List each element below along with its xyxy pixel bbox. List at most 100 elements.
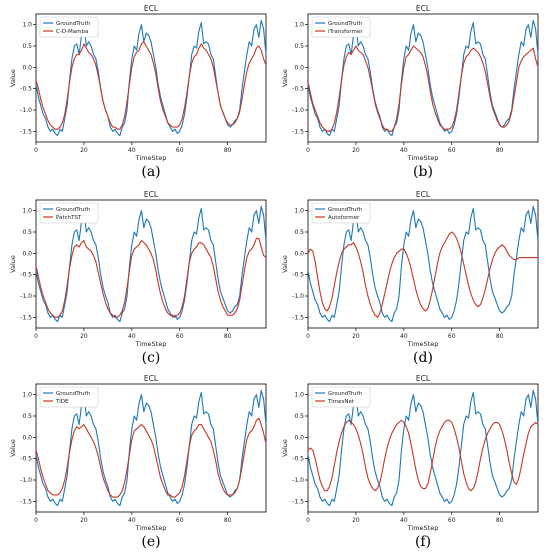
- series-line-groundtruth: [35, 205, 267, 323]
- series-line-prediction: [307, 419, 539, 492]
- legend-label: GroundTruth: [328, 207, 363, 213]
- legend-label: iTransformer: [328, 29, 363, 35]
- line-chart: ECL 0 20 40 60 80 1.0 0.5 0.0 -0.5 -1.0 -1.5 TimeSte…: [9, 374, 267, 532]
- legend: GroundTruth C-D-Mamba: [39, 16, 99, 38]
- chart-panel: ECL 0 20 40 60 80 1.0 0.5 0.0 -0.5 -1.0 -1.5 TimeSte…: [280, 2, 545, 180]
- y-tick-label: -1.5: [292, 128, 304, 135]
- y-tick-label: 1.0: [294, 208, 304, 215]
- y-tick-label: -0.5: [20, 86, 32, 93]
- y-axis-label: Value: [9, 439, 17, 457]
- legend-label: PatchTST: [56, 215, 82, 221]
- legend: GroundTruth PatchTST: [39, 202, 99, 224]
- y-tick-label: -0.5: [292, 456, 304, 463]
- x-tick-label: 0: [34, 333, 38, 340]
- y-axis-label: Value: [281, 439, 289, 457]
- x-axis-label: TimeStep: [407, 524, 439, 532]
- legend-label: TiDE: [55, 399, 69, 405]
- x-tick-label: 20: [80, 147, 88, 154]
- y-tick-label: -1.0: [292, 107, 304, 114]
- legend-label: GroundTruth: [56, 21, 91, 27]
- x-tick-label: 0: [34, 147, 38, 154]
- x-axis-label: TimeStep: [407, 340, 439, 348]
- subfigure-caption: (a): [141, 164, 161, 180]
- y-tick-label: 1.0: [294, 22, 304, 29]
- legend: GroundTruth TiDE: [39, 386, 99, 408]
- legend-box: [311, 386, 371, 408]
- y-tick-label: -1.5: [20, 314, 32, 321]
- y-tick-label: -1.0: [20, 107, 32, 114]
- legend: GroundTruth Autoformer: [311, 202, 371, 224]
- legend-box: [39, 16, 99, 38]
- chart-title: ECL: [144, 190, 159, 199]
- y-tick-label: 1.0: [22, 208, 32, 215]
- y-tick-label: -1.5: [20, 498, 32, 505]
- x-tick-label: 20: [80, 517, 88, 524]
- x-tick-label: 0: [34, 517, 38, 524]
- x-tick-label: 80: [224, 517, 232, 524]
- y-tick-label: -0.5: [20, 456, 32, 463]
- y-axis-label: Value: [9, 69, 17, 87]
- y-tick-label: -0.5: [292, 272, 304, 279]
- x-tick-label: 0: [306, 147, 310, 154]
- y-tick-label: 0.0: [294, 250, 304, 257]
- line-chart: ECL 0 20 40 60 80 1.0 0.5 0.0 -0.5 -1.0 -1.5 TimeSte…: [281, 190, 539, 348]
- y-tick-label: -1.5: [292, 498, 304, 505]
- subfigure-caption: (b): [413, 164, 433, 180]
- chart-title: ECL: [144, 374, 159, 383]
- series-line-groundtruth: [307, 389, 539, 507]
- legend-box: [311, 16, 371, 38]
- y-tick-label: -1.0: [20, 477, 32, 484]
- legend-label: GroundTruth: [328, 391, 363, 397]
- x-axis-label: TimeStep: [135, 524, 167, 532]
- x-tick-label: 40: [400, 517, 408, 524]
- y-tick-label: 0.0: [22, 434, 32, 441]
- subfigure-caption: (e): [141, 534, 161, 550]
- x-tick-label: 40: [128, 333, 136, 340]
- y-tick-label: 0.0: [294, 64, 304, 71]
- y-tick-label: 0.5: [294, 43, 304, 50]
- line-chart: ECL 0 20 40 60 80 1.0 0.5 0.0 -0.5 -1.0 -1.5 TimeSte…: [9, 190, 267, 348]
- x-tick-label: 0: [306, 333, 310, 340]
- y-tick-label: -1.5: [292, 314, 304, 321]
- y-tick-label: 0.5: [294, 229, 304, 236]
- y-tick-label: -1.5: [20, 128, 32, 135]
- x-tick-label: 40: [128, 147, 136, 154]
- y-tick-label: -0.5: [20, 272, 32, 279]
- x-tick-label: 20: [80, 333, 88, 340]
- chart-panel: ECL 0 20 40 60 80 1.0 0.5 0.0 -0.5 -1.0 -1.5 TimeSte…: [280, 372, 545, 550]
- series-line-prediction: [307, 45, 539, 132]
- y-axis-label: Value: [281, 255, 289, 273]
- legend-label: TimesNet: [327, 399, 355, 405]
- x-tick-label: 80: [224, 333, 232, 340]
- y-tick-label: 1.0: [22, 392, 32, 399]
- x-tick-label: 60: [448, 333, 456, 340]
- chart-panel: ECL 0 20 40 60 80 1.0 0.5 0.0 -0.5 -1.0 -1.5 TimeSte…: [8, 2, 273, 180]
- legend-label: C-D-Mamba: [56, 29, 88, 35]
- x-tick-label: 80: [224, 147, 232, 154]
- y-tick-label: -1.0: [292, 477, 304, 484]
- line-chart: ECL 0 20 40 60 80 1.0 0.5 0.0 -0.5 -1.0 -1.5 TimeSte…: [9, 4, 267, 162]
- y-axis-label: Value: [9, 255, 17, 273]
- x-tick-label: 60: [176, 333, 184, 340]
- chart-panel: ECL 0 20 40 60 80 1.0 0.5 0.0 -0.5 -1.0 -1.5 TimeSte…: [280, 188, 545, 366]
- chart-title: ECL: [144, 4, 159, 13]
- plot-frame: [35, 383, 267, 513]
- x-tick-label: 80: [496, 147, 504, 154]
- chart-title: ECL: [416, 4, 431, 13]
- subfigure-caption: (c): [141, 350, 161, 366]
- line-chart: ECL 0 20 40 60 80 1.0 0.5 0.0 -0.5 -1.0 -1.5 TimeSte…: [281, 4, 539, 162]
- y-tick-label: -1.0: [292, 293, 304, 300]
- legend-box: [39, 202, 99, 224]
- plot-frame: [307, 199, 539, 329]
- x-tick-label: 60: [448, 147, 456, 154]
- x-tick-label: 40: [400, 147, 408, 154]
- chart-title: ECL: [416, 374, 431, 383]
- legend-box: [39, 386, 99, 408]
- x-tick-label: 40: [400, 333, 408, 340]
- x-tick-label: 20: [352, 517, 360, 524]
- legend-box: [311, 202, 371, 224]
- y-tick-label: 1.0: [294, 392, 304, 399]
- x-tick-label: 80: [496, 517, 504, 524]
- series-line-prediction: [307, 231, 538, 318]
